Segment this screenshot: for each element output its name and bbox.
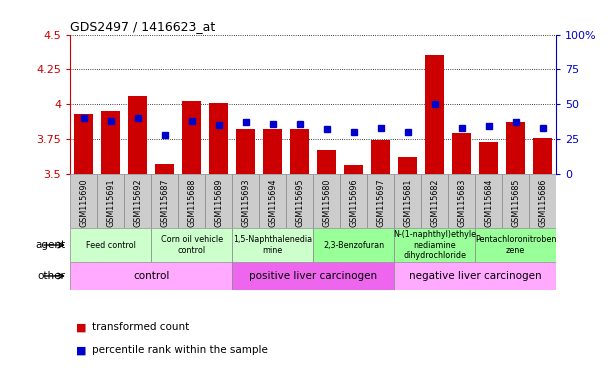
Text: ■: ■	[76, 345, 87, 355]
Bar	[232, 262, 394, 290]
Bar	[317, 150, 336, 174]
Bar	[313, 228, 394, 262]
Bar	[421, 174, 448, 228]
Bar	[70, 262, 232, 290]
Text: GSM115691: GSM115691	[106, 178, 115, 227]
Bar	[259, 174, 286, 228]
Bar	[506, 122, 525, 174]
Bar	[448, 174, 475, 228]
Text: Corn oil vehicle
control: Corn oil vehicle control	[161, 235, 223, 255]
Text: GSM115680: GSM115680	[322, 178, 331, 227]
Bar	[475, 228, 556, 262]
Text: GDS2497 / 1416623_at: GDS2497 / 1416623_at	[70, 20, 216, 33]
Text: Feed control: Feed control	[86, 240, 136, 250]
Bar	[502, 174, 529, 228]
Bar	[394, 174, 421, 228]
Text: GSM115696: GSM115696	[349, 178, 358, 227]
Bar	[533, 137, 552, 174]
Bar	[452, 134, 471, 174]
Bar	[290, 129, 309, 174]
Bar	[394, 228, 475, 262]
Text: GSM115681: GSM115681	[403, 178, 412, 227]
Bar	[124, 174, 151, 228]
Text: GSM115686: GSM115686	[538, 178, 547, 227]
Text: GSM115689: GSM115689	[214, 178, 223, 227]
Bar	[97, 174, 124, 228]
Text: GSM115697: GSM115697	[376, 178, 385, 227]
Bar	[398, 157, 417, 174]
Text: negative liver carcinogen: negative liver carcinogen	[409, 271, 541, 281]
Text: positive liver carcinogen: positive liver carcinogen	[249, 271, 377, 281]
Text: GSM115682: GSM115682	[430, 178, 439, 227]
Bar	[75, 114, 93, 174]
Bar	[425, 55, 444, 174]
Bar	[155, 164, 174, 174]
Bar	[313, 174, 340, 228]
Bar	[394, 262, 556, 290]
Text: transformed count: transformed count	[92, 322, 189, 332]
Bar	[367, 174, 394, 228]
Text: ■: ■	[76, 322, 87, 332]
Text: 2,3-Benzofuran: 2,3-Benzofuran	[323, 240, 384, 250]
Text: GSM115685: GSM115685	[511, 178, 520, 227]
Text: 1,5-Naphthalenedia
mine: 1,5-Naphthalenedia mine	[233, 235, 312, 255]
Bar	[340, 174, 367, 228]
Bar	[70, 174, 97, 228]
Text: N-(1-naphthyl)ethyle
nediamine
dihydrochloride: N-(1-naphthyl)ethyle nediamine dihydroch…	[393, 230, 476, 260]
Bar	[209, 103, 228, 174]
Text: GSM115687: GSM115687	[160, 178, 169, 227]
Text: GSM115695: GSM115695	[295, 178, 304, 227]
Bar	[178, 174, 205, 228]
Bar	[236, 129, 255, 174]
Text: percentile rank within the sample: percentile rank within the sample	[92, 345, 268, 355]
Text: GSM115694: GSM115694	[268, 178, 277, 227]
Text: GSM115693: GSM115693	[241, 178, 250, 227]
Bar	[475, 174, 502, 228]
Text: agent: agent	[35, 240, 65, 250]
Bar	[479, 142, 498, 174]
Text: other: other	[37, 271, 65, 281]
Bar	[152, 174, 178, 228]
Bar	[128, 96, 147, 174]
Text: GSM115688: GSM115688	[187, 178, 196, 227]
Bar	[529, 174, 556, 228]
Bar	[182, 101, 201, 174]
Bar	[344, 166, 363, 174]
Bar	[70, 228, 151, 262]
Bar	[286, 174, 313, 228]
Bar	[152, 228, 232, 262]
Text: GSM115684: GSM115684	[484, 178, 493, 227]
Text: GSM115683: GSM115683	[457, 178, 466, 227]
Text: GSM115690: GSM115690	[79, 178, 88, 227]
Bar	[263, 129, 282, 174]
Bar	[232, 228, 313, 262]
Bar	[205, 174, 232, 228]
Bar	[371, 141, 390, 174]
Text: GSM115692: GSM115692	[133, 178, 142, 227]
Text: Pentachloronitroben
zene: Pentachloronitroben zene	[475, 235, 556, 255]
Bar	[232, 174, 259, 228]
Bar	[101, 111, 120, 174]
Text: control: control	[133, 271, 169, 281]
